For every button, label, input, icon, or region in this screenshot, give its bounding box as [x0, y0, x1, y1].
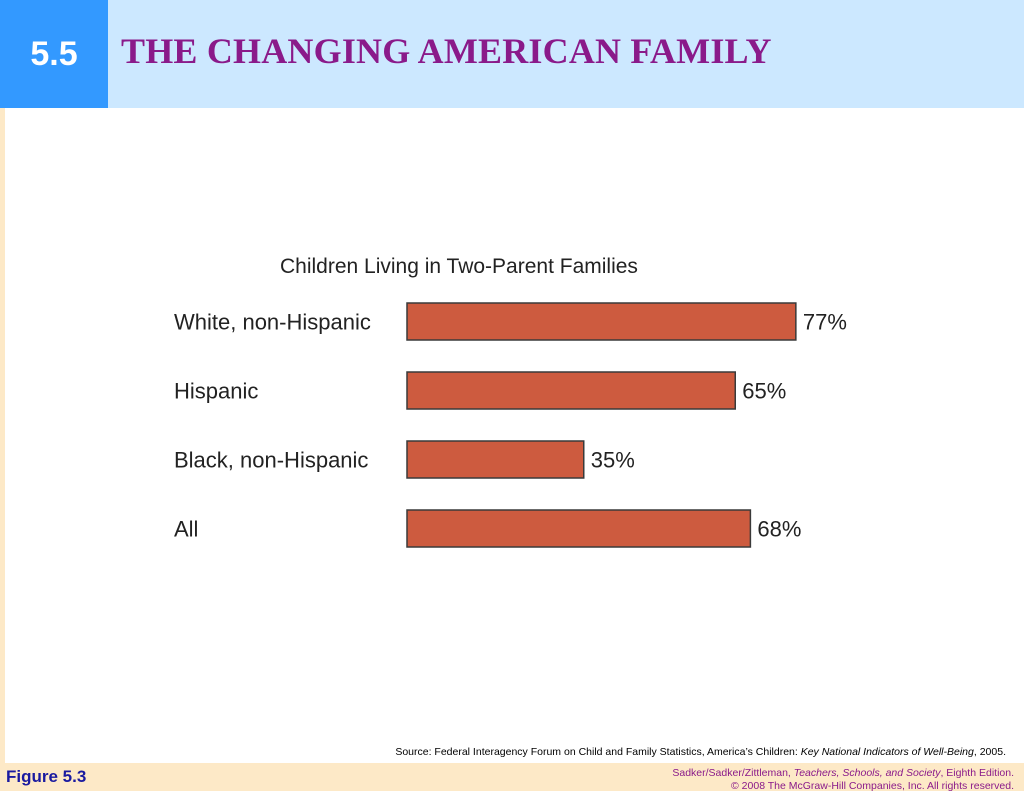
- bar: [406, 302, 797, 341]
- credit-authors: Sadker/Sadker/Zittleman,: [672, 767, 794, 779]
- source-note: Source: Federal Interagency Forum on Chi…: [395, 746, 1006, 758]
- section-number: 5.5: [30, 34, 78, 73]
- category-label: White, non-Hispanic: [174, 310, 371, 335]
- copyright: © 2008 The McGraw-Hill Companies, Inc. A…: [731, 780, 1014, 792]
- credits: Sadker/Sadker/Zittleman, Teachers, Schoo…: [672, 767, 1014, 793]
- data-label: 35%: [591, 448, 635, 473]
- bar: [406, 509, 752, 548]
- category-label: Black, non-Hispanic: [174, 448, 368, 473]
- source-suffix: , 2005.: [973, 746, 1006, 758]
- title-bar: THE CHANGING AMERICAN FAMILY: [108, 0, 1024, 108]
- section-number-box: 5.5: [0, 0, 108, 108]
- bar-chart: Children Living in Two-Parent Families Wh…: [174, 255, 847, 548]
- left-accent-strip: [0, 108, 5, 763]
- data-label: 77%: [803, 310, 847, 335]
- source-prefix: Source: Federal Interagency Forum on Chi…: [395, 746, 801, 758]
- footer-bar: Figure 5.3 Sadker/Sadker/Zittleman, Teac…: [0, 763, 1024, 793]
- category-label: All: [174, 517, 198, 542]
- bar: [406, 371, 736, 410]
- slide-title: THE CHANGING AMERICAN FAMILY: [121, 31, 772, 71]
- credit-line: Sadker/Sadker/Zittleman, Teachers, Schoo…: [672, 767, 1014, 780]
- data-label: 65%: [742, 379, 786, 404]
- bar: [406, 440, 585, 479]
- figure-label: Figure 5.3: [6, 767, 87, 786]
- chart-title: Children Living in Two-Parent Families: [280, 255, 638, 278]
- data-label: 68%: [757, 517, 801, 542]
- credit-book: Teachers, Schools, and Society: [793, 767, 941, 779]
- credit-edition: , Eighth Edition.: [940, 767, 1014, 779]
- source-title: Key National Indicators of Well-Being: [800, 746, 974, 758]
- category-label: Hispanic: [174, 379, 258, 404]
